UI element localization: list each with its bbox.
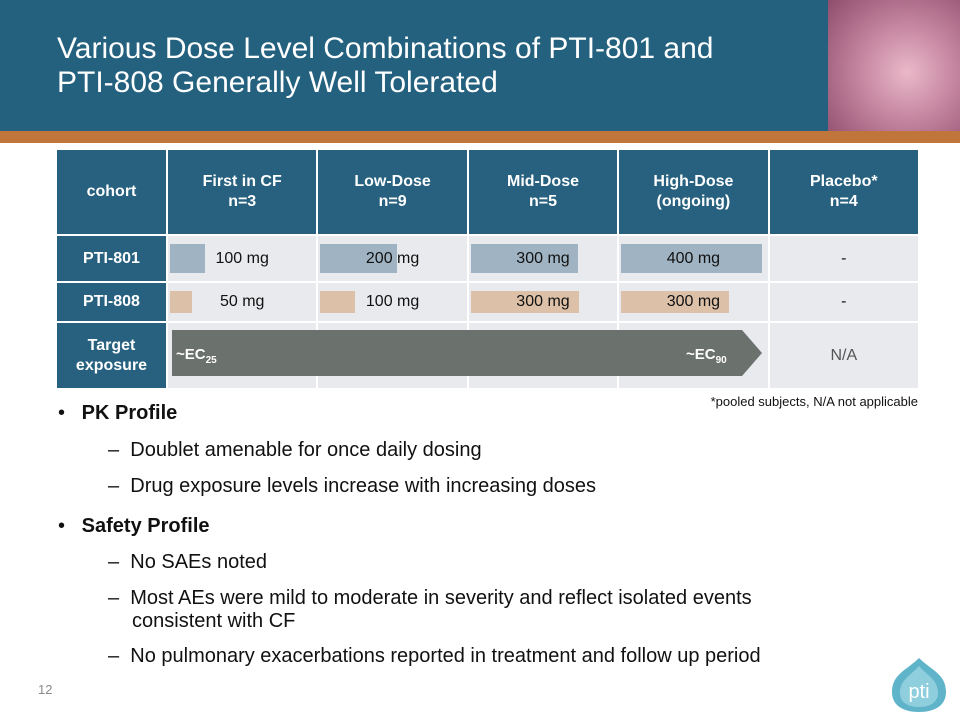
dose-cell: 200 mg	[318, 236, 467, 281]
bullet: • PK Profile	[58, 402, 178, 424]
arrow-end: ~EC90	[686, 346, 727, 366]
header-cell: First in CF n=3	[168, 150, 317, 234]
sub-item: – Doublet amenable for once daily dosing	[108, 439, 482, 461]
header-cell: Placebo* n=4	[769, 150, 918, 234]
arrow-end-text: ~EC	[686, 346, 716, 363]
page-number: 12	[38, 682, 53, 697]
sub-item-text: Drug exposure levels increase with incre…	[130, 475, 597, 497]
header-sub: n=5	[528, 193, 557, 210]
header-label: High-Dose	[653, 173, 734, 190]
footnote: *pooled subjects, N/A not applicable	[710, 394, 918, 409]
dose-cell: -	[769, 236, 918, 281]
header-cell: cohort	[57, 150, 166, 234]
dose-bar	[621, 244, 763, 273]
bullet-title: PK Profile	[81, 402, 178, 424]
placebo-cell: N/A	[769, 323, 918, 388]
dose-bar	[170, 244, 205, 273]
exposure-arrow: ~EC25 ~EC90	[172, 330, 762, 376]
sub-item: – Drug exposure levels increase with inc…	[108, 475, 597, 497]
sub-item-text: Doublet amenable for once daily dosing	[130, 439, 482, 461]
sub-item: – Most AEs were mild to moderate in seve…	[108, 587, 752, 632]
header-cell: High-Dose (ongoing)	[619, 150, 768, 234]
header-sub: n=3	[228, 193, 257, 210]
sub-item: – No pulmonary exacerbations reported in…	[108, 645, 761, 667]
dose-cell: 300 mg	[468, 236, 618, 281]
dose-text: 300 mg	[516, 249, 570, 267]
dose-text: 100 mg	[365, 293, 420, 310]
header-label: cohort	[86, 183, 137, 200]
dose-cell: 300 mg	[468, 283, 618, 321]
header-stripe	[0, 131, 960, 143]
dose-text: 400 mg	[666, 249, 721, 267]
row-header: PTI-808	[57, 283, 166, 321]
header-sub: n=4	[829, 193, 858, 210]
dose-bar	[170, 291, 192, 313]
sub-item-text: No SAEs noted	[130, 551, 267, 573]
title-line: PTI-808 Generally Well Tolerated	[57, 66, 498, 99]
title-line: Various Dose Level Combinations of PTI-8…	[57, 32, 714, 65]
dose-cell: 100 mg	[318, 283, 467, 321]
header-label: Mid-Dose	[506, 173, 579, 190]
dose-cell: -	[769, 283, 918, 321]
header-photo	[828, 0, 960, 131]
logo: pti	[892, 658, 946, 712]
dose-cell: 100 mg	[168, 236, 317, 281]
dose-text: 300 mg	[666, 293, 721, 310]
header-label: Low-Dose	[354, 173, 431, 190]
dose-text: 50 mg	[219, 293, 265, 310]
dose-bar	[320, 244, 398, 273]
header-cell: Mid-Dose n=5	[468, 150, 618, 234]
arrow-start-text: ~EC	[176, 346, 206, 363]
header-sub: n=9	[378, 193, 407, 210]
dose-text: -	[841, 293, 847, 310]
header-label: Placebo*	[809, 173, 878, 190]
dose-text: 300 mg	[516, 293, 570, 310]
dose-bar	[470, 244, 578, 273]
arrow-start-sub: 25	[206, 355, 218, 366]
dose-bar	[320, 291, 356, 313]
bullet: • Safety Profile	[58, 515, 210, 537]
row-header: PTI-801	[57, 236, 166, 281]
row-header: Target exposure	[57, 323, 166, 388]
sub-item-text: Most AEs were mild to moderate in severi…	[130, 587, 752, 632]
dose-cell: 400 mg	[619, 236, 768, 281]
dose-text: -	[841, 249, 847, 267]
sub-item-text: No pulmonary exacerbations reported in t…	[130, 645, 761, 667]
dose-bar	[470, 291, 579, 313]
arrow-start: ~EC25	[176, 346, 217, 366]
arrow-end-sub: 90	[716, 355, 728, 366]
header-label: First in CF	[202, 173, 282, 190]
sub-item: – No SAEs noted	[108, 551, 267, 573]
slide-title: Various Dose Level Combinations of PTI-8…	[57, 32, 713, 100]
arrow-shape	[172, 330, 762, 376]
dose-cell: 50 mg	[168, 283, 317, 321]
dose-text: 100 mg	[215, 249, 269, 267]
header-sub: (ongoing)	[656, 193, 731, 210]
dose-cell: 300 mg	[619, 283, 768, 321]
bullet-title: Safety Profile	[81, 515, 210, 537]
logo-text: pti	[908, 681, 929, 703]
logo-inner	[900, 666, 938, 707]
header-cell: Low-Dose n=9	[318, 150, 467, 234]
dose-bar	[621, 291, 730, 313]
dose-text: 200 mg	[365, 249, 420, 267]
header-band	[0, 0, 960, 131]
